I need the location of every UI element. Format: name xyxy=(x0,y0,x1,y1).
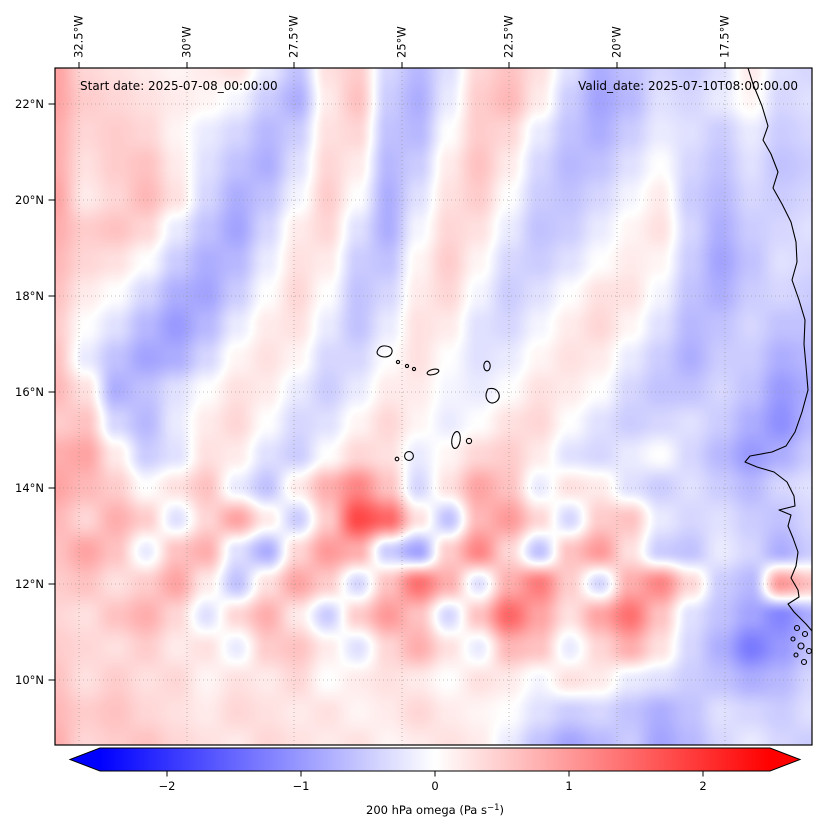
lon-tick-label: 20°W xyxy=(610,26,624,58)
lon-tick-label: 27.5°W xyxy=(287,15,301,58)
colorbar-label-superscript: −1 xyxy=(487,803,500,813)
colorbar-label: 200 hPa omega (Pa s−1) xyxy=(366,803,504,817)
colorbar-tick-label: 2 xyxy=(699,779,706,793)
colorbar-tick-label: 1 xyxy=(565,779,572,793)
lat-tick-label: 20°N xyxy=(15,193,44,207)
graticule-gridlines xyxy=(55,68,812,745)
lon-tick-label: 22.5°W xyxy=(502,15,516,58)
start-date-annotation: Start date: 2025-07-08_00:00:00 xyxy=(80,79,278,93)
colorbar-tick-label: 0 xyxy=(431,779,438,793)
lat-tick-label: 10°N xyxy=(15,673,44,687)
lon-tick-label: 17.5°W xyxy=(718,15,732,58)
colorbar-outline xyxy=(68,747,802,772)
colorbar-gradient-bar xyxy=(100,748,770,771)
omega-heatmap-canvas xyxy=(55,68,812,745)
cape-verde-islands xyxy=(376,345,500,462)
lat-tick-label: 16°N xyxy=(15,385,44,399)
colorbar-tick-label: −1 xyxy=(293,779,310,793)
colorbar-tick-label: −2 xyxy=(159,779,176,793)
lat-tick-label: 22°N xyxy=(15,97,44,111)
colorbar-over-arrow xyxy=(770,748,800,771)
colorbar-under-arrow xyxy=(70,748,100,771)
bijagos-islands xyxy=(790,624,812,666)
lat-tick-label: 12°N xyxy=(15,577,44,591)
lon-tick-label: 32.5°W xyxy=(72,15,86,58)
colorbar-ticks xyxy=(166,771,704,777)
valid-date-annotation: Valid_date: 2025-07-10T08:00:00.00 xyxy=(578,79,798,93)
top-axis-ticks xyxy=(78,62,726,68)
lat-tick-label: 18°N xyxy=(15,289,44,303)
colorbar: −2 −1 0 1 2 200 hPa omega (Pa s−1) xyxy=(68,747,802,817)
colorbar-label-prefix: 200 hPa omega (Pa s xyxy=(366,803,487,817)
lon-tick-label: 25°W xyxy=(395,26,409,58)
lon-tick-label: 30°W xyxy=(180,26,194,58)
west-africa-coastline xyxy=(744,68,812,632)
colorbar-label-suffix: ) xyxy=(499,803,504,817)
left-axis-ticks xyxy=(48,103,55,681)
plot-border xyxy=(54,67,813,746)
lat-tick-label: 14°N xyxy=(15,481,44,495)
